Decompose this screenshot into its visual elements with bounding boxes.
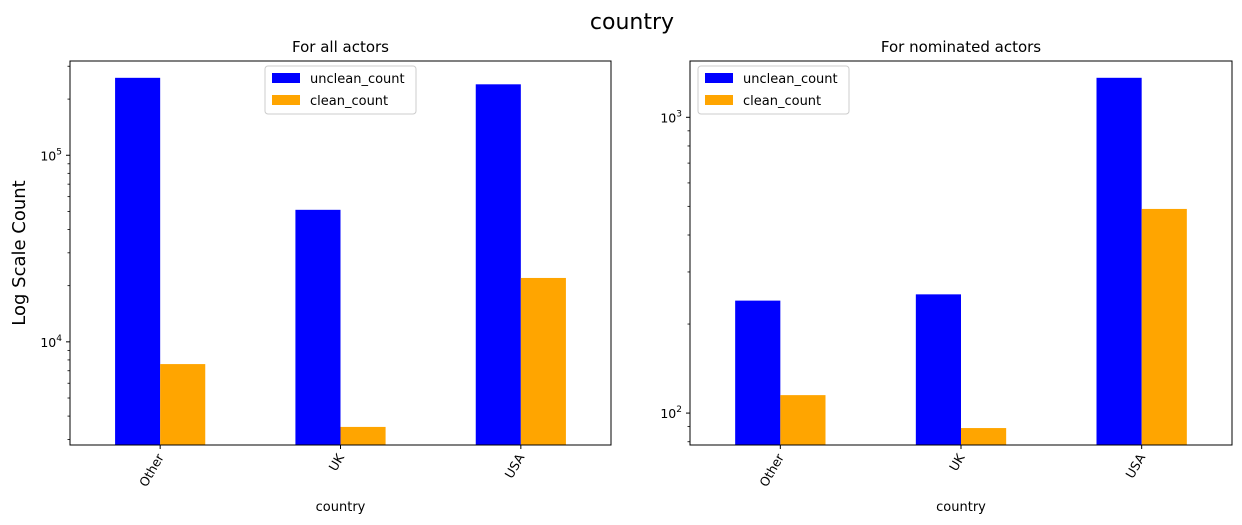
subplot-title: For all actors	[292, 38, 389, 56]
legend: unclean_count clean_count	[697, 65, 850, 115]
y-tick-exp: 3	[676, 109, 682, 119]
y-tick-base: 10	[660, 406, 676, 421]
legend-swatch-clean-count	[272, 95, 300, 105]
y-axis-label: Log Scale Count	[9, 180, 30, 325]
bar-unclean-count-usa	[475, 84, 521, 445]
figure-suptitle: country	[590, 10, 674, 35]
y-tick-exp: 2	[676, 405, 682, 415]
bar-unclean-count-usa	[1096, 77, 1142, 446]
bar-clean-count-uk	[340, 426, 386, 445]
legend-box	[264, 65, 417, 115]
y-tick-exp: 5	[56, 147, 62, 157]
bar-unclean-count-uk	[915, 294, 961, 445]
legend-label: clean_count	[743, 94, 821, 109]
y-tick-label: 105	[40, 147, 62, 163]
x-axis-label: country	[316, 500, 366, 515]
bar-unclean-count-uk	[295, 209, 341, 445]
legend-swatch-unclean-count	[272, 73, 300, 83]
legend-swatch-unclean-count	[705, 73, 733, 83]
x-tick-label: Other	[756, 450, 787, 489]
x-axis-label: country	[936, 500, 986, 515]
x-tick-label: UK	[325, 450, 347, 473]
bar-unclean-count-other	[735, 300, 781, 445]
x-tick-label: USA	[1122, 451, 1148, 481]
y-tick-base: 10	[40, 335, 56, 350]
y-tick-exp: 4	[56, 334, 62, 344]
bar-unclean-count-other	[115, 77, 161, 446]
legend-box	[697, 65, 850, 115]
legend-swatch-clean-count	[705, 95, 733, 105]
bar-clean-count-uk	[961, 428, 1007, 445]
x-tick-label: UK	[946, 450, 968, 473]
legend-label: unclean_count	[310, 72, 405, 87]
x-tick-label: Other	[136, 450, 167, 489]
legend: unclean_count clean_count	[264, 65, 417, 115]
y-tick-label: 102	[660, 405, 682, 421]
legend-label: clean_count	[310, 94, 388, 109]
y-tick-base: 10	[40, 148, 56, 163]
y-tick-label: 104	[40, 334, 62, 350]
bar-clean-count-other	[160, 364, 206, 445]
y-tick-base: 10	[660, 110, 676, 125]
legend-label: unclean_count	[743, 72, 838, 87]
bar-clean-count-other	[780, 395, 826, 445]
bar-clean-count-usa	[520, 277, 566, 445]
y-tick-label: 103	[660, 109, 682, 125]
bar-clean-count-usa	[1141, 208, 1187, 445]
x-tick-label: USA	[502, 451, 528, 481]
subplot-title: For nominated actors	[881, 38, 1041, 56]
